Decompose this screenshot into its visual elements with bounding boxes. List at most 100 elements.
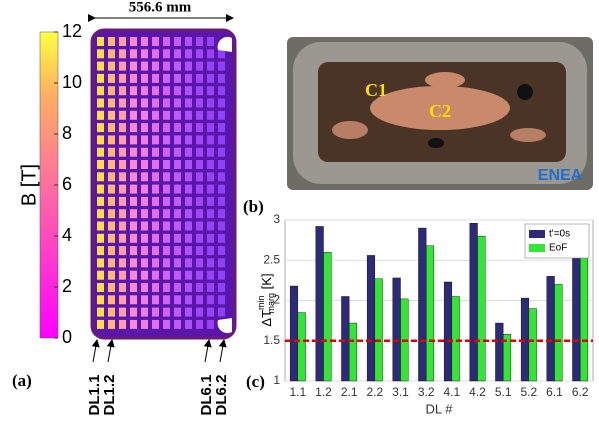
cell — [119, 123, 126, 132]
cell — [152, 160, 159, 169]
bar — [529, 309, 537, 381]
cell — [108, 49, 115, 58]
bar — [298, 313, 306, 381]
colorbar-tick-label: 4 — [62, 225, 72, 245]
cell — [97, 160, 104, 169]
cell — [174, 62, 181, 71]
cell — [174, 271, 181, 280]
cell — [174, 135, 181, 144]
cell — [108, 271, 115, 280]
cell — [163, 246, 170, 255]
cell — [108, 135, 115, 144]
cell — [119, 135, 126, 144]
cell — [152, 172, 159, 181]
cell — [108, 222, 115, 231]
cell — [97, 62, 104, 71]
bar — [470, 223, 478, 381]
cell — [218, 308, 225, 317]
cell — [174, 234, 181, 243]
cell — [174, 197, 181, 206]
conductor-label: DL6.2 — [213, 375, 230, 416]
cell — [163, 271, 170, 280]
cell — [196, 123, 203, 132]
cell — [163, 234, 170, 243]
panel-label: (a) — [12, 371, 32, 390]
cell — [141, 234, 148, 243]
legend-label: t'=0s — [549, 229, 570, 240]
cell — [185, 135, 192, 144]
x-tick-label: 2.2 — [366, 385, 383, 399]
cell — [119, 308, 126, 317]
legend-label: EoF — [549, 243, 567, 254]
bar — [375, 279, 383, 381]
cell — [119, 49, 126, 58]
cell — [218, 123, 225, 132]
cell — [218, 99, 225, 108]
cell — [185, 74, 192, 83]
logo: ENEA — [538, 167, 583, 184]
cell — [141, 185, 148, 194]
cell — [163, 295, 170, 304]
cell — [207, 271, 214, 280]
cell — [207, 258, 214, 267]
cell — [152, 99, 159, 108]
cell — [218, 74, 225, 83]
cell — [97, 148, 104, 157]
cell — [185, 234, 192, 243]
bar — [580, 242, 588, 381]
cell — [174, 111, 181, 120]
x-tick-label: 4.1 — [443, 385, 460, 399]
x-tick-label: 3.2 — [418, 385, 435, 399]
cell — [218, 135, 225, 144]
colorbar-tick-label: 10 — [62, 72, 82, 92]
cell — [163, 111, 170, 120]
cell — [207, 160, 214, 169]
cell — [152, 234, 159, 243]
cell — [97, 283, 104, 292]
cell — [207, 209, 214, 218]
cell — [185, 123, 192, 132]
cell — [130, 62, 137, 71]
cell — [141, 209, 148, 218]
cell — [119, 86, 126, 95]
cell — [141, 197, 148, 206]
cell — [163, 185, 170, 194]
cell — [130, 185, 137, 194]
cell — [207, 234, 214, 243]
cell — [97, 135, 104, 144]
cell — [196, 160, 203, 169]
cell — [152, 185, 159, 194]
cell — [108, 74, 115, 83]
cell — [97, 271, 104, 280]
x-tick-label: 6.2 — [572, 385, 589, 399]
cell — [152, 123, 159, 132]
cell — [108, 197, 115, 206]
cell — [185, 37, 192, 46]
bar — [316, 226, 324, 381]
cell — [97, 37, 104, 46]
cell — [185, 271, 192, 280]
cell — [207, 172, 214, 181]
cell — [141, 160, 148, 169]
cell — [196, 86, 203, 95]
cell — [185, 197, 192, 206]
cell — [174, 74, 181, 83]
cell — [207, 320, 214, 329]
x-tick-label: 3.1 — [392, 385, 409, 399]
cell — [130, 320, 137, 329]
legend-swatch — [529, 230, 545, 238]
cell — [119, 99, 126, 108]
cell — [130, 148, 137, 157]
cell — [130, 160, 137, 169]
cell — [196, 135, 203, 144]
cell — [130, 222, 137, 231]
cell — [218, 258, 225, 267]
cell — [119, 74, 126, 83]
cell — [119, 172, 126, 181]
cell — [130, 197, 137, 206]
cell — [185, 172, 192, 181]
cell — [119, 258, 126, 267]
cell — [130, 99, 137, 108]
cell — [141, 172, 148, 181]
cell — [141, 135, 148, 144]
